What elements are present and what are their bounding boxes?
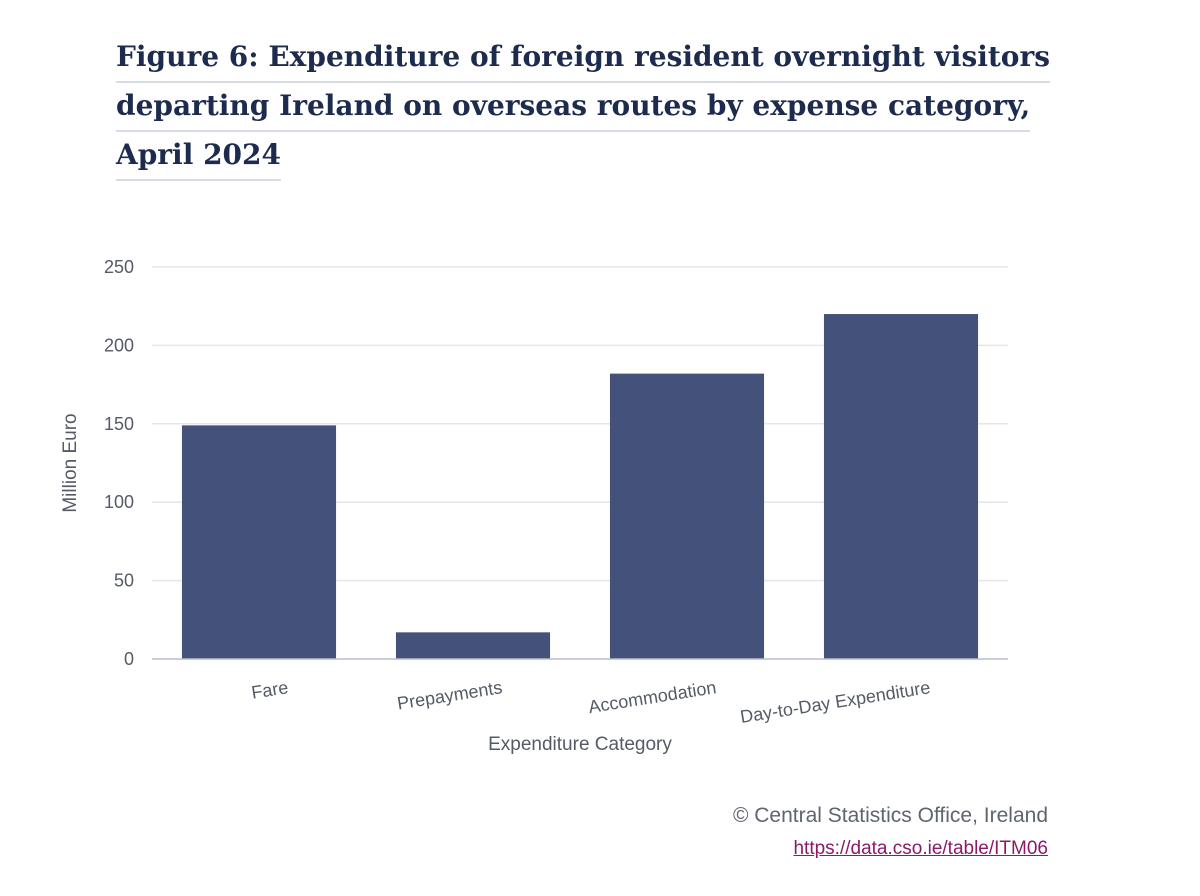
bar-accommodation — [609, 373, 765, 659]
x-tick-label: Day-to-Day Expenditure — [739, 677, 932, 727]
bar-fare — [181, 425, 337, 659]
chart-title-line-3: April 2024 — [116, 132, 282, 181]
y-tick-label: 100 — [104, 492, 134, 512]
y-tick-label: 150 — [104, 414, 134, 434]
x-tick-label: Prepayments — [396, 677, 504, 713]
bars — [181, 314, 979, 659]
y-tick-label: 50 — [114, 571, 134, 591]
y-tick-label: 0 — [124, 649, 134, 669]
y-axis-ticks: 0 50 100 150 200 250 — [104, 257, 134, 669]
copyright-credit: © Central Statistics Office, Ireland — [732, 804, 1048, 827]
source-link[interactable]: https://data.cso.ie/table/ITM06 — [793, 838, 1048, 859]
chart-title: Figure 6: Expenditure of foreign residen… — [116, 34, 1050, 181]
x-tick-label: Accommodation — [587, 677, 718, 717]
bar-prepayments — [395, 632, 551, 659]
y-tick-label: 250 — [104, 257, 134, 277]
x-axis-ticks: Fare Prepayments Accommodation Day-to-Day E… — [250, 677, 932, 727]
y-axis-label: Million Euro — [60, 413, 81, 512]
x-tick-label: Fare — [250, 677, 290, 703]
y-tick-label: 200 — [104, 335, 134, 355]
bar-day-to-day-expenditure — [823, 314, 979, 659]
chart-title-line-1: Figure 6: Expenditure of foreign residen… — [116, 34, 1050, 83]
chart-title-line-2: departing Ireland on overseas routes by … — [116, 83, 1031, 132]
x-axis-label: Expenditure Category — [488, 734, 672, 755]
